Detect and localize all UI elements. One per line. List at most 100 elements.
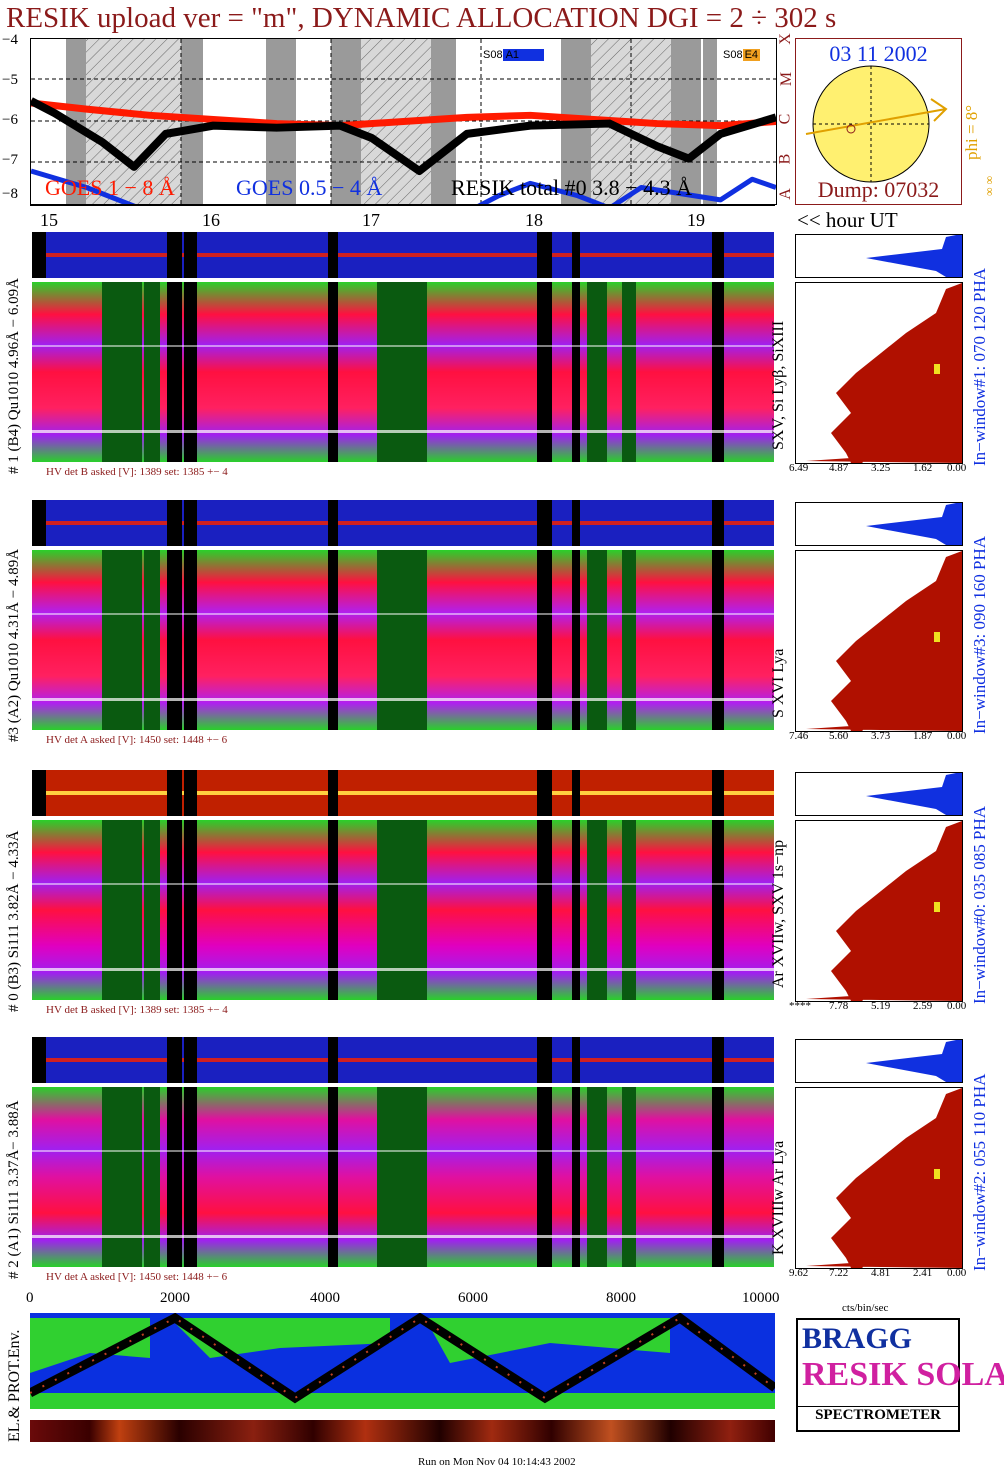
class-x: X [776, 33, 794, 45]
logo-word: SPECTROMETER [798, 1406, 958, 1424]
pha-xtick: 0.00 [947, 730, 967, 742]
pha-thin-hist [795, 502, 963, 546]
bottom-tick: 0 [26, 1290, 34, 1306]
detector-strip [32, 500, 774, 546]
hour-tick: 16 [202, 210, 220, 230]
class-a: A [776, 188, 794, 200]
pha-xtick: 3.25 [871, 462, 891, 474]
pha-xtick: 7.22 [829, 1267, 849, 1279]
detector-strip [32, 770, 774, 816]
dump-label: Dump: 07032 [817, 177, 940, 202]
pha-xtick: 0.00 [947, 462, 967, 474]
detector-block: HV det A asked [V]: 1450 set: 1448 +− 6 #… [0, 500, 1004, 778]
goes-panel: S08 A1 S08 E4 GOES 1 − 8 Å GOES 0.5 − 4 Å … [30, 38, 777, 205]
pha-main-hist [795, 550, 963, 732]
detector-spectrogram [32, 1087, 774, 1267]
env-panel [30, 1313, 775, 1409]
bottom-unit: cts/bin/sec [842, 1302, 889, 1314]
s08-a-tag: A1 [502, 49, 523, 61]
line-ids: S XVI Lya [770, 648, 787, 718]
pha-xtick: **** [789, 1000, 811, 1012]
env-label: EL.& PROT.Env. [6, 1329, 23, 1442]
window-label: In−window#2: 055 110 PHA [970, 1073, 989, 1271]
pha-xtick: 6.49 [789, 462, 809, 474]
goes-plot [31, 39, 776, 204]
pha-xtick: 1.62 [913, 462, 933, 474]
bottom-tick: 10000 [742, 1290, 780, 1306]
detector-spectrogram [32, 820, 774, 1000]
goes-ytick: −4 [2, 32, 18, 48]
pha-xtick: 7.78 [829, 1000, 849, 1012]
detector-label: #3 (A2) Qu1010 4.31Å − 4.89Å [6, 548, 22, 742]
pha-xtick: 0.00 [947, 1000, 967, 1012]
goes-ytick: −6 [2, 112, 18, 128]
s08-a-text: S08 [483, 49, 503, 61]
sun-date: 03 11 2002 [829, 41, 928, 66]
window-label: In−window#0: 035 085 PHA [970, 805, 989, 1004]
resik-logo: BRAGG RESIK SOLAR SPECTROMETER [796, 1318, 1004, 1432]
pha-main-hist [795, 1087, 963, 1269]
bottom-tick: 8000 [606, 1290, 636, 1306]
pha-xtick: 4.81 [871, 1267, 891, 1279]
s08-label-a: S08 A1 [483, 49, 545, 62]
goes-ytick: −7 [2, 152, 18, 168]
legend-resik: RESIK total #0 3.8 − 4.3 Å [451, 175, 692, 200]
page-title: RESIK upload ver = "m", DYNAMIC ALLOCATI… [6, 2, 837, 34]
logo-top: BRAGG [802, 1322, 913, 1355]
legend-goes-long: GOES 1 − 8 Å [45, 175, 175, 200]
hour-axis: 15 16 17 18 19 [30, 205, 775, 232]
pha-thin-hist [795, 234, 963, 278]
phi-label: phi = 8° [962, 104, 981, 160]
detector-label: # 2 (A1) Si111 3.37Å− 3.88Å [6, 1100, 22, 1279]
detector-block: HV det B asked [V]: 1389 set: 1385 +− 4 #… [0, 232, 1004, 510]
detector-block: HV det B asked [V]: 1389 set: 1385 +− 4 #… [0, 770, 1004, 1048]
pha-xtick: 5.60 [829, 730, 849, 742]
sun-panel: 03 11 2002 Dump: 07032 [795, 38, 962, 205]
hour-unit: << hour UT [797, 208, 898, 232]
s08-b-text: S08 [723, 49, 743, 61]
pha-xtick: 7.46 [789, 730, 809, 742]
pha-xtick: 5.19 [871, 1000, 891, 1012]
hv-label: HV det A asked [V]: 1450 set: 1448 +− 6 [46, 734, 228, 746]
pha-thin-hist [795, 772, 963, 816]
hour-tick: 17 [362, 210, 380, 230]
window-label: In−window#1: 070 120 PHA [970, 267, 989, 466]
goes-series-group [31, 97, 776, 204]
pha-main-hist [795, 282, 963, 464]
detector-strip [32, 232, 774, 278]
detector-spectrogram [32, 550, 774, 730]
window-label: In−window#3: 090 160 PHA [970, 535, 989, 734]
detector-spectrogram [32, 282, 774, 462]
hv-label: HV det B asked [V]: 1389 set: 1385 +− 4 [46, 466, 228, 478]
run-footer: Run on Mon Nov 04 10:14:43 2002 [418, 1456, 576, 1468]
bottom-axis: 0 2000 4000 6000 8000 10000 [26, 1288, 780, 1310]
goes-short-line [31, 168, 776, 204]
pha-main-hist [795, 820, 963, 1002]
detector-block: HV det A asked [V]: 1450 set: 1448 +− 6 #… [0, 1037, 1004, 1315]
line-ids: SXV, Si Lyβ, SiXIII [770, 320, 787, 450]
bottom-tick: 2000 [160, 1290, 190, 1306]
detector-label: # 0 (B3) Si111 3.82Å − 4.33Å [6, 830, 22, 1012]
class-c: C [776, 113, 794, 125]
logo-mid: RESIK SOLAR [802, 1356, 1004, 1393]
pha-xtick: 1.87 [913, 730, 933, 742]
goes-long-line [31, 99, 776, 130]
env-plot [30, 1313, 775, 1409]
line-ids: Ar XVIIw, SXV 1s−np [770, 839, 787, 988]
pha-thin-hist [795, 1039, 963, 1083]
goes-ytick: −5 [2, 72, 18, 88]
s08-b-tag: E4 [742, 49, 761, 61]
hour-tick: 19 [687, 210, 705, 230]
hv-label: HV det B asked [V]: 1389 set: 1385 +− 4 [46, 1004, 228, 1016]
legend-goes-short: GOES 0.5 − 4 Å [236, 175, 383, 200]
class-m: M [778, 71, 796, 87]
pha-xtick: 3.73 [871, 730, 891, 742]
bottom-tick: 4000 [310, 1290, 340, 1306]
goes-ytick: −8 [2, 186, 18, 202]
hour-tick: 15 [40, 210, 58, 230]
sun-disk [805, 65, 948, 183]
hour-tick: 18 [525, 210, 543, 230]
detector-label: # 1 (B4) Qu1010 4.96Å − 6.09Å [6, 278, 22, 474]
resik-total-line [31, 97, 776, 175]
pha-xtick: 2.59 [913, 1000, 933, 1012]
